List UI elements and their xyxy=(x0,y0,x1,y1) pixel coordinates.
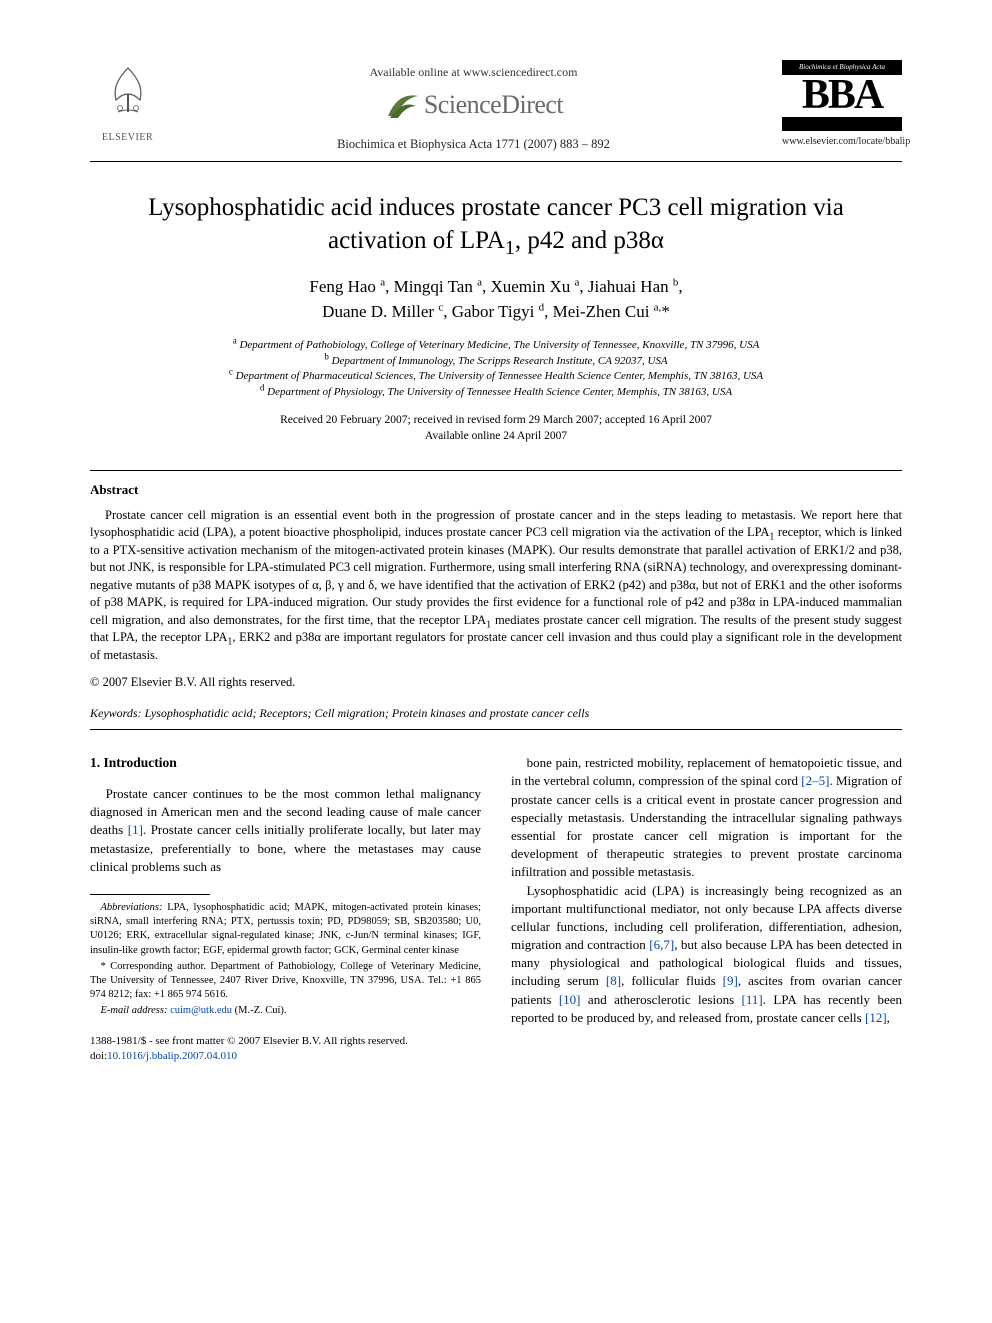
abstract-body: Prostate cancer cell migration is an ess… xyxy=(90,507,902,665)
ref-link-6-7[interactable]: [6,7] xyxy=(649,937,674,952)
abbreviations: Abbreviations: LPA, lysophosphatidic aci… xyxy=(90,901,481,958)
available-line: Available online 24 April 2007 xyxy=(90,428,902,444)
email-paren: (M.-Z. Cui). xyxy=(235,1005,287,1016)
front-matter: 1388-1981/$ - see front matter © 2007 El… xyxy=(90,1034,481,1063)
body-columns: 1. Introduction Prostate cancer continue… xyxy=(90,754,902,1063)
issn-line: 1388-1981/$ - see front matter © 2007 El… xyxy=(90,1034,481,1048)
doi-label: doi: xyxy=(90,1050,107,1062)
affiliation-a: a Department of Pathobiology, College of… xyxy=(90,338,902,353)
intro-para-1: Prostate cancer continues to be the most… xyxy=(90,785,481,876)
affiliation-c: c Department of Pharmaceutical Sciences,… xyxy=(90,369,902,384)
bba-acronym: BBA xyxy=(782,75,902,115)
bba-url: www.elsevier.com/locate/bbalip xyxy=(782,135,902,149)
bba-journal-logo: Biochimica et Biophysica Acta BBA www.el… xyxy=(782,60,902,149)
abbrev-label: Abbreviations: xyxy=(101,902,163,913)
footnotes: Abbreviations: LPA, lysophosphatidic aci… xyxy=(90,901,481,1018)
affiliations: a Department of Pathobiology, College of… xyxy=(90,338,902,400)
ref-link-10[interactable]: [10] xyxy=(559,992,581,1007)
email-link[interactable]: cuim@utk.edu xyxy=(170,1005,232,1016)
ref-link-12[interactable]: [12] xyxy=(865,1010,887,1025)
author-list: Feng Hao a, Mingqi Tan a, Xuemin Xu a, J… xyxy=(90,275,902,324)
bba-bar xyxy=(782,117,902,131)
sciencedirect-wordmark: ScienceDirect xyxy=(424,87,563,122)
corr-marker: * xyxy=(101,961,106,972)
footnote-rule xyxy=(90,894,210,895)
received-line: Received 20 February 2007; received in r… xyxy=(90,412,902,428)
email-label: E-mail address: xyxy=(101,1005,168,1016)
ref-link-11[interactable]: [11] xyxy=(742,992,763,1007)
journal-header: ELSEVIER Available online at www.science… xyxy=(90,60,902,153)
abstract-bottom-rule xyxy=(90,729,902,730)
elsevier-label: ELSEVIER xyxy=(90,131,165,145)
intro-para-3: Lysophosphatidic acid (LPA) is increasin… xyxy=(511,882,902,1028)
keywords-label: Keywords: xyxy=(90,706,142,720)
keywords-line: Keywords: Lysophosphatidic acid; Recepto… xyxy=(90,705,902,721)
ref-link-1[interactable]: [1] xyxy=(128,822,143,837)
abstract-copyright: © 2007 Elsevier B.V. All rights reserved… xyxy=(90,674,902,691)
affiliation-b: b Department of Immunology, The Scripps … xyxy=(90,354,902,369)
ref-link-8[interactable]: [8] xyxy=(606,973,621,988)
sciencedirect-swoosh-icon xyxy=(384,86,420,122)
doi-link[interactable]: 10.1016/j.bbalip.2007.04.010 xyxy=(107,1050,237,1062)
keywords-text: Lysophosphatidic acid; Receptors; Cell m… xyxy=(145,706,590,720)
right-column: bone pain, restricted mobility, replacem… xyxy=(511,754,902,1063)
abstract-heading: Abstract xyxy=(90,481,902,499)
affiliation-d: d Department of Physiology, The Universi… xyxy=(90,385,902,400)
title-text: Lysophosphatidic acid induces prostate c… xyxy=(148,194,844,254)
corresponding-author: * Corresponding author. Department of Pa… xyxy=(90,960,481,1003)
journal-citation: Biochimica et Biophysica Acta 1771 (2007… xyxy=(165,136,782,153)
intro-para-2: bone pain, restricted mobility, replacem… xyxy=(511,754,902,881)
article-dates: Received 20 February 2007; received in r… xyxy=(90,412,902,444)
header-center: Available online at www.sciencedirect.co… xyxy=(165,60,782,153)
elsevier-tree-icon xyxy=(98,60,158,120)
ref-link-9[interactable]: [9] xyxy=(723,973,738,988)
header-rule xyxy=(90,161,902,162)
sciencedirect-logo: ScienceDirect xyxy=(165,86,782,122)
email-line: E-mail address: cuim@utk.edu (M.-Z. Cui)… xyxy=(90,1004,481,1018)
ref-link-2-5[interactable]: [2–5] xyxy=(801,773,829,788)
corr-text: Corresponding author. Department of Path… xyxy=(90,961,481,1000)
intro-heading: 1. Introduction xyxy=(90,754,481,773)
elsevier-logo: ELSEVIER xyxy=(90,60,165,144)
doi-line: doi:10.1016/j.bbalip.2007.04.010 xyxy=(90,1049,481,1063)
abstract-top-rule xyxy=(90,470,902,471)
article-title: Lysophosphatidic acid induces prostate c… xyxy=(90,192,902,257)
left-column: 1. Introduction Prostate cancer continue… xyxy=(90,754,481,1063)
available-online-line: Available online at www.sciencedirect.co… xyxy=(165,64,782,80)
